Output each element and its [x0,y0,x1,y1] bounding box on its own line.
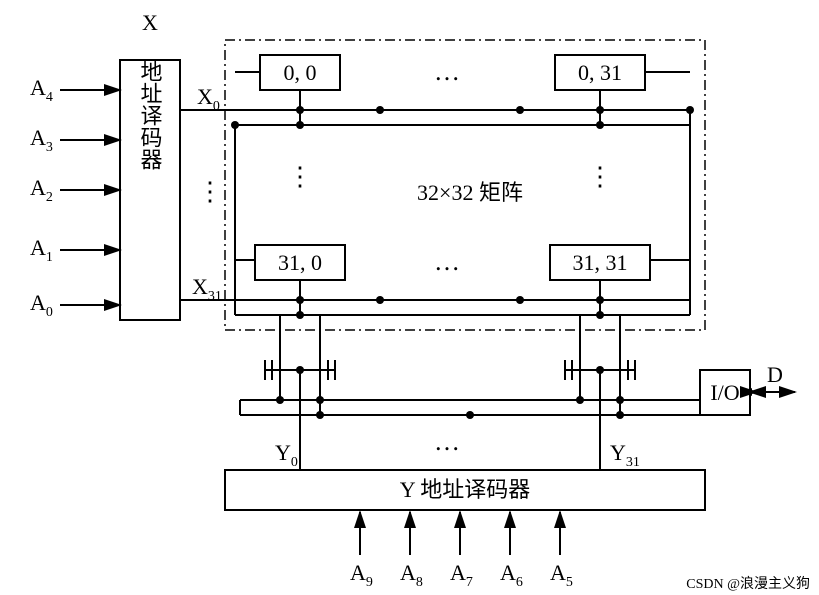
x-input-0: A4 [30,75,53,105]
cell-br-label: 31, 31 [573,250,628,275]
y-input-2: A7 [450,560,473,590]
watermark: CSDN @浪漫主义狗 [686,576,810,592]
ellipsis-top: … [434,57,466,86]
x-input-2: A2 [30,175,53,205]
y-input-4: A5 [550,560,573,590]
y-decoder-label: Y 地址译码器 [400,477,531,502]
matrix-label: 32×32 矩阵 [417,180,523,205]
io-label: I/O [710,380,739,405]
vellipsis-xdec: ⋮ [197,177,223,206]
x-input-group: A4 A3 A2 A1 A0 [30,75,120,320]
y-input-0: A9 [350,560,373,590]
ellipsis-y: … [434,427,466,456]
y31-label: Y31 [610,440,640,470]
y-input-group: A9 A8 A7 A6 A5 [350,512,573,590]
cell-tr-label: 0, 31 [578,60,622,85]
x-input-4: A0 [30,290,53,320]
y0-label: Y0 [275,440,298,470]
io-port-label: D [767,362,783,387]
x-input-3: A1 [30,235,53,265]
cell-bl-label: 31, 0 [278,250,322,275]
vellipsis-left: ⋮ [287,162,313,191]
vellipsis-right: ⋮ [587,162,613,191]
cell-tl-label: 0, 0 [284,60,317,85]
y-input-1: A8 [400,560,423,590]
y-input-3: A6 [500,560,523,590]
x-input-1: A3 [30,125,53,155]
ellipsis-bot: … [434,247,466,276]
x-decoder-label: X 地址译码器 [138,10,163,170]
